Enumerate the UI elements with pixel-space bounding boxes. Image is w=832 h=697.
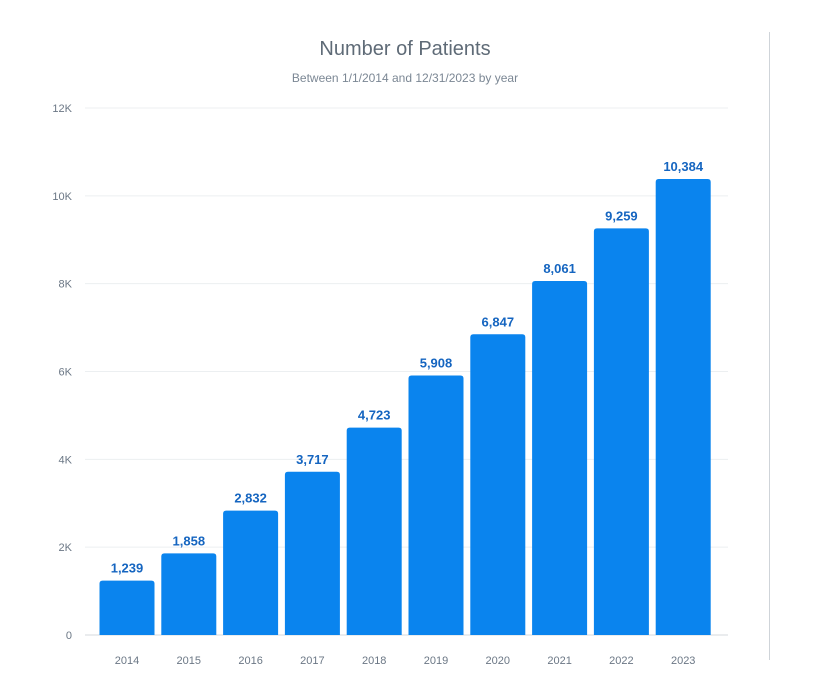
data-label: 1,858 [173,533,206,548]
y-tick-label: 8K [59,279,73,291]
x-tick-label: 2017 [300,655,324,667]
data-label: 2,832 [234,491,267,506]
data-label: 1,239 [111,561,144,576]
x-tick-label: 2020 [486,655,510,667]
bar-2017 [284,471,340,635]
x-tick-label: 2018 [362,655,386,667]
chart-subtitle: Between 1/1/2014 and 12/31/2023 by year [291,71,519,85]
x-tick-label: 2016 [238,655,262,667]
bar-2022 [593,228,649,635]
bar-2014 [99,580,155,635]
data-label: 9,259 [605,208,638,223]
y-tick-label: 0 [66,630,72,642]
data-label: 5,908 [420,356,453,371]
y-axis-ticks: 0 2K 4K 6K 8K 10K 12K [52,103,72,642]
data-label: 6,847 [482,314,515,329]
x-axis-ticks: 2014 2015 2016 2017 2018 2019 2020 2021 2022 2023 [115,655,696,667]
panel-divider [769,32,770,660]
chart-title: Number of Patients [319,38,491,60]
y-tick-label: 6K [59,367,73,379]
y-tick-label: 2K [59,542,73,554]
bar-2019 [408,375,464,635]
x-tick-label: 2019 [424,655,448,667]
bar-2015 [161,553,217,635]
x-tick-label: 2014 [115,655,139,667]
x-tick-label: 2021 [547,655,571,667]
bar-2023 [655,178,711,635]
data-label: 8,061 [543,261,576,276]
data-label: 10,384 [663,159,704,174]
data-label: 4,723 [358,408,391,423]
data-label: 3,717 [296,452,329,467]
y-tick-label: 10K [52,191,72,203]
y-tick-label: 12K [52,103,72,115]
bar-2018 [346,427,402,635]
x-tick-label: 2015 [177,655,201,667]
bar-2016 [223,510,279,635]
bar-2021 [532,280,588,635]
x-tick-label: 2023 [671,655,695,667]
bars [99,178,711,635]
bar-2020 [470,334,526,635]
x-tick-label: 2022 [609,655,633,667]
data-labels: 1,239 1,858 2,832 3,717 4,723 5,908 6,847 8,061… [111,159,704,576]
y-tick-label: 4K [59,454,73,466]
